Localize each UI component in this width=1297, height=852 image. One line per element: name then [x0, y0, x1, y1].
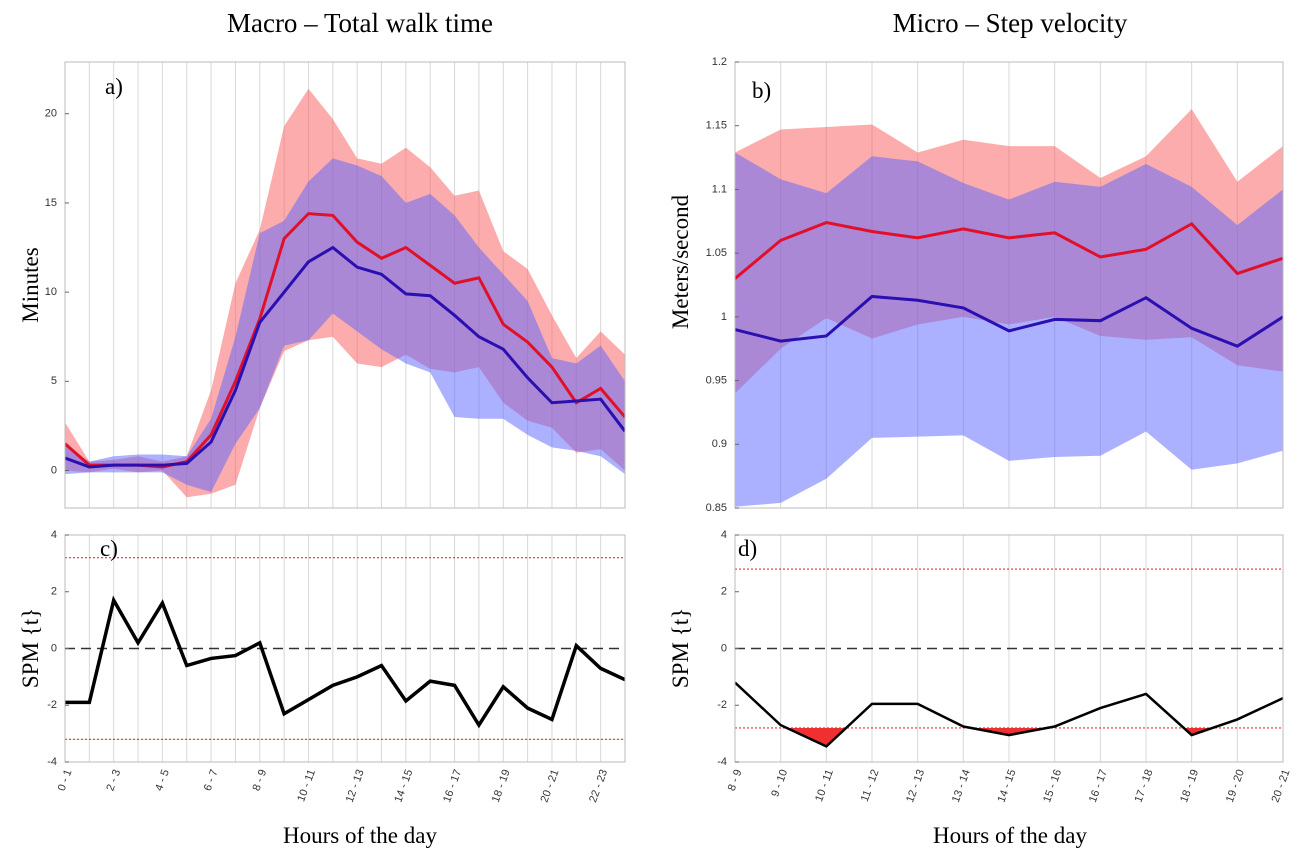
x-axis-label: Hours of the day — [933, 823, 1087, 848]
x-tick-label: 18 - 19 — [490, 768, 513, 804]
y-tick-label: 2 — [721, 586, 727, 598]
x-tick-label: 6 - 7 — [202, 768, 221, 793]
y-tick-label: 0.9 — [712, 438, 727, 450]
y-axis-label: Minutes — [18, 247, 43, 322]
y-tick-label: 1.05 — [706, 247, 727, 259]
y-tick-label: 4 — [721, 529, 727, 541]
y-tick-label: 1.15 — [706, 120, 727, 132]
x-tick-label: 16 - 17 — [441, 768, 464, 804]
y-tick-label: 10 — [45, 286, 57, 298]
y-tick-label: 0.95 — [706, 374, 727, 386]
x-tick-label: 10 - 11 — [813, 768, 836, 804]
plot — [735, 62, 1283, 508]
x-tick-label: 0 - 1 — [56, 768, 75, 793]
x-tick-label: 16 - 17 — [1087, 768, 1110, 804]
x-tick-label: 12 - 13 — [904, 768, 927, 804]
supra-threshold-cluster — [735, 727, 1283, 747]
plot-frame — [64, 61, 626, 509]
mean-line — [735, 221, 1283, 280]
plot — [65, 62, 625, 508]
y-tick-label: 5 — [51, 375, 57, 387]
y-tick-label: -4 — [717, 756, 727, 768]
x-tick-label: 11 - 12 — [859, 768, 882, 804]
plot — [65, 535, 625, 762]
x-tick-label: 14 - 15 — [392, 768, 415, 804]
panel-label: d) — [738, 536, 757, 561]
y-tick-label: 0 — [721, 642, 727, 654]
x-tick-label: 9 - 10 — [769, 768, 790, 799]
y-tick-label: 0.85 — [706, 502, 727, 514]
plot-frame — [734, 61, 1284, 509]
spm-line — [65, 595, 625, 729]
y-tick-label: 0 — [51, 642, 57, 654]
panel-label: a) — [105, 74, 123, 99]
y-tick-label: 2 — [51, 586, 57, 598]
x-tick-label: 20 - 21 — [1270, 768, 1293, 804]
x-tick-label: 22 - 23 — [587, 768, 610, 804]
x-tick-label: 10 - 11 — [295, 768, 318, 804]
supra-threshold-cluster — [65, 600, 625, 739]
x-tick-label: 19 - 20 — [1224, 768, 1247, 804]
chart-title: Macro – Total walk time — [227, 8, 493, 38]
x-axis-label: Hours of the day — [283, 823, 437, 848]
x-tick-label: 15 - 16 — [1041, 768, 1064, 804]
y-tick-label: 20 — [45, 108, 57, 120]
x-tick-label: 20 - 21 — [539, 768, 562, 804]
y-tick-label: 1 — [721, 311, 727, 323]
y-tick-label: 1.1 — [712, 183, 727, 195]
y-tick-label: -2 — [47, 699, 57, 711]
y-axis-label: Meters/second — [668, 194, 693, 329]
x-tick-label: 14 - 15 — [996, 768, 1019, 804]
y-tick-label: -2 — [717, 699, 727, 711]
plot — [735, 535, 1283, 762]
panel-label: b) — [752, 78, 771, 103]
mean-line — [735, 294, 1283, 348]
x-tick-label: 12 - 13 — [344, 768, 367, 804]
y-tick-label: 0 — [51, 464, 57, 476]
x-tick-label: 18 - 19 — [1178, 768, 1201, 804]
x-tick-label: 2 - 3 — [104, 768, 123, 793]
spm-line — [735, 681, 1283, 748]
y-axis-label: SPM {t} — [668, 608, 693, 688]
x-tick-label: 8 - 9 — [726, 768, 745, 793]
y-axis-label: SPM {t} — [18, 608, 43, 688]
confidence-band — [65, 158, 625, 492]
chart-title: Micro – Step velocity — [893, 8, 1128, 38]
y-tick-label: -4 — [47, 756, 57, 768]
x-tick-label: 17 - 18 — [1133, 768, 1156, 804]
y-tick-label: 1.2 — [712, 56, 727, 68]
x-tick-label: 4 - 5 — [153, 768, 172, 793]
y-tick-label: 4 — [51, 529, 57, 541]
panel-label: c) — [100, 536, 118, 561]
y-tick-label: 15 — [45, 197, 57, 209]
mean-line — [65, 245, 625, 469]
x-tick-label: 13 - 14 — [950, 768, 973, 804]
x-tick-label: 8 - 9 — [251, 768, 270, 793]
